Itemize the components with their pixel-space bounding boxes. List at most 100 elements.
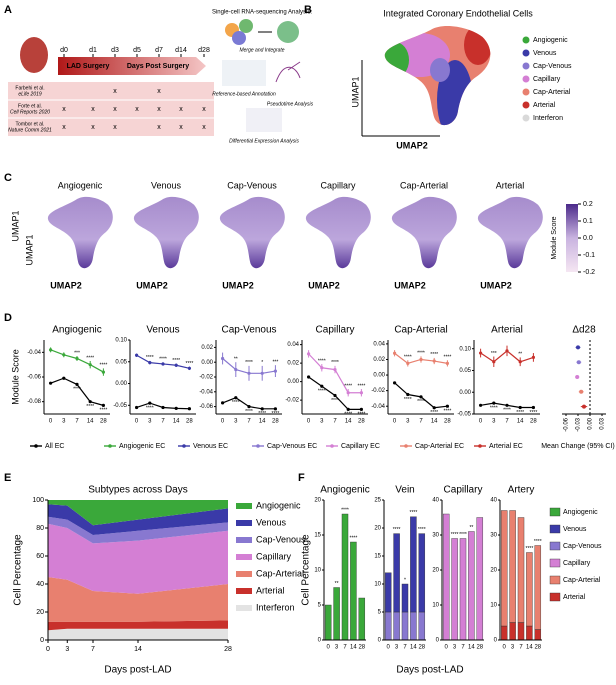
legend-label: Cap-Arterial — [563, 577, 601, 584]
x-tick-label: 0 — [387, 645, 391, 651]
axis-label: UMAP2 — [396, 140, 428, 150]
y-tick-label: 0 — [436, 638, 440, 644]
legend-swatch — [549, 507, 561, 517]
bar — [509, 510, 516, 623]
data-point — [273, 407, 277, 411]
data-point — [49, 381, 53, 385]
chart-layer: A B C D E Fd0 d1 d3 d5 d7 d14 d28 LAD Surgery Days Po… — [4, 4, 615, 676]
data-point — [320, 384, 324, 388]
y-tick-label: 0.02 — [287, 361, 299, 367]
y-tick-label: 0.02 — [373, 357, 385, 363]
chart-title: Subtypes across Days — [88, 485, 188, 496]
panel-label: F — [298, 472, 305, 484]
umap-plot — [391, 196, 457, 269]
legend-swatch — [522, 114, 530, 122]
timepoint-label: d7 — [155, 47, 163, 54]
study-mark: x — [202, 124, 206, 131]
significance: **** — [451, 532, 459, 538]
legend-label: Interferon — [256, 602, 295, 612]
legend-swatch — [549, 524, 561, 534]
significance: **** — [172, 358, 180, 364]
significance: **** — [358, 412, 366, 418]
x-tick-label: 0 — [479, 419, 483, 425]
significance: **** — [245, 360, 253, 366]
data-point — [419, 357, 423, 362]
y-tick-label: -0.04 — [27, 350, 41, 356]
timepoint-label: d28 — [198, 47, 210, 54]
legend-label: Interferon — [533, 115, 563, 122]
panel-label: C — [4, 172, 12, 184]
y-tick-label: 40 — [36, 581, 44, 588]
y-tick-label: 20 — [432, 568, 439, 574]
study-table — [8, 82, 214, 136]
legend-label: Cap-Venous — [563, 543, 602, 550]
legend-swatch — [404, 444, 408, 448]
y-axis-label: Cell Percentage — [301, 534, 312, 606]
significance: **** — [530, 410, 538, 416]
significance: **** — [341, 507, 349, 513]
umap-region — [384, 42, 409, 78]
legend-label: Capillary EC — [341, 443, 380, 450]
significance: **** — [86, 355, 94, 361]
panel-label: D — [4, 312, 12, 324]
post-label: Days Post Surgery — [127, 63, 189, 70]
significance: **** — [459, 532, 467, 538]
study-journal: eLife 2019 — [18, 91, 42, 97]
study-mark: x — [202, 106, 206, 113]
y-tick-label: 0.00 — [373, 373, 385, 379]
x-tick-label: 28 — [444, 419, 451, 425]
data-point — [62, 376, 66, 380]
x-tick-label: -0.03 — [576, 417, 582, 431]
legend-label: Arterial — [533, 102, 556, 109]
area — [48, 620, 228, 631]
data-point — [174, 363, 178, 367]
significance: *** — [491, 351, 497, 357]
data-point — [518, 405, 522, 410]
x-tick-label: 3 — [511, 645, 515, 651]
x-tick-label: 3 — [453, 645, 457, 651]
x-axis-label: Days post-LAD — [104, 665, 171, 676]
x-tick-label: 28 — [224, 646, 232, 653]
x-tick-label: 7 — [403, 645, 407, 651]
study-mark: x — [62, 124, 66, 131]
significance: **** — [331, 360, 339, 366]
area — [48, 577, 228, 622]
data-point — [576, 345, 580, 350]
colorbar-tick-label: -0.1 — [583, 252, 595, 259]
axis-label: UMAP2 — [394, 280, 426, 290]
significance: **** — [404, 397, 412, 403]
umap-title: Capillary — [320, 180, 356, 190]
data-point — [148, 361, 152, 365]
y-tick-label: 0.00 — [201, 360, 213, 366]
legend-swatch — [549, 558, 561, 568]
x-tick-label: 28 — [358, 419, 365, 425]
bar — [468, 531, 475, 641]
y-tick-label: 0.10 — [115, 338, 127, 344]
significance: **** — [516, 410, 524, 416]
data-point — [531, 355, 536, 360]
y-tick-label: 40 — [490, 498, 497, 504]
legend-swatch — [108, 444, 112, 448]
chart-title: Venous — [146, 325, 179, 336]
data-point — [518, 360, 522, 364]
axis-label: UMAP2 — [50, 280, 82, 290]
x-tick-label: 3 — [406, 419, 410, 425]
legend-label: Venous EC — [193, 443, 228, 450]
data-point — [505, 349, 509, 353]
data-point — [273, 369, 277, 373]
significance: **** — [350, 535, 358, 541]
bar — [517, 622, 525, 641]
significance: * — [261, 360, 263, 366]
timeline-arrow — [58, 57, 206, 75]
bar — [410, 516, 417, 613]
umap-plot — [133, 196, 199, 269]
y-tick-label: 0 — [494, 638, 498, 644]
y-tick-label: 0.05 — [459, 368, 471, 374]
legend-label: Cap-Arterial — [256, 568, 304, 578]
data-point — [445, 361, 449, 365]
bar — [517, 517, 525, 623]
data-point — [492, 401, 496, 405]
data-point — [320, 366, 324, 370]
significance: **** — [318, 358, 326, 364]
x-tick-label: 0 — [503, 645, 507, 651]
